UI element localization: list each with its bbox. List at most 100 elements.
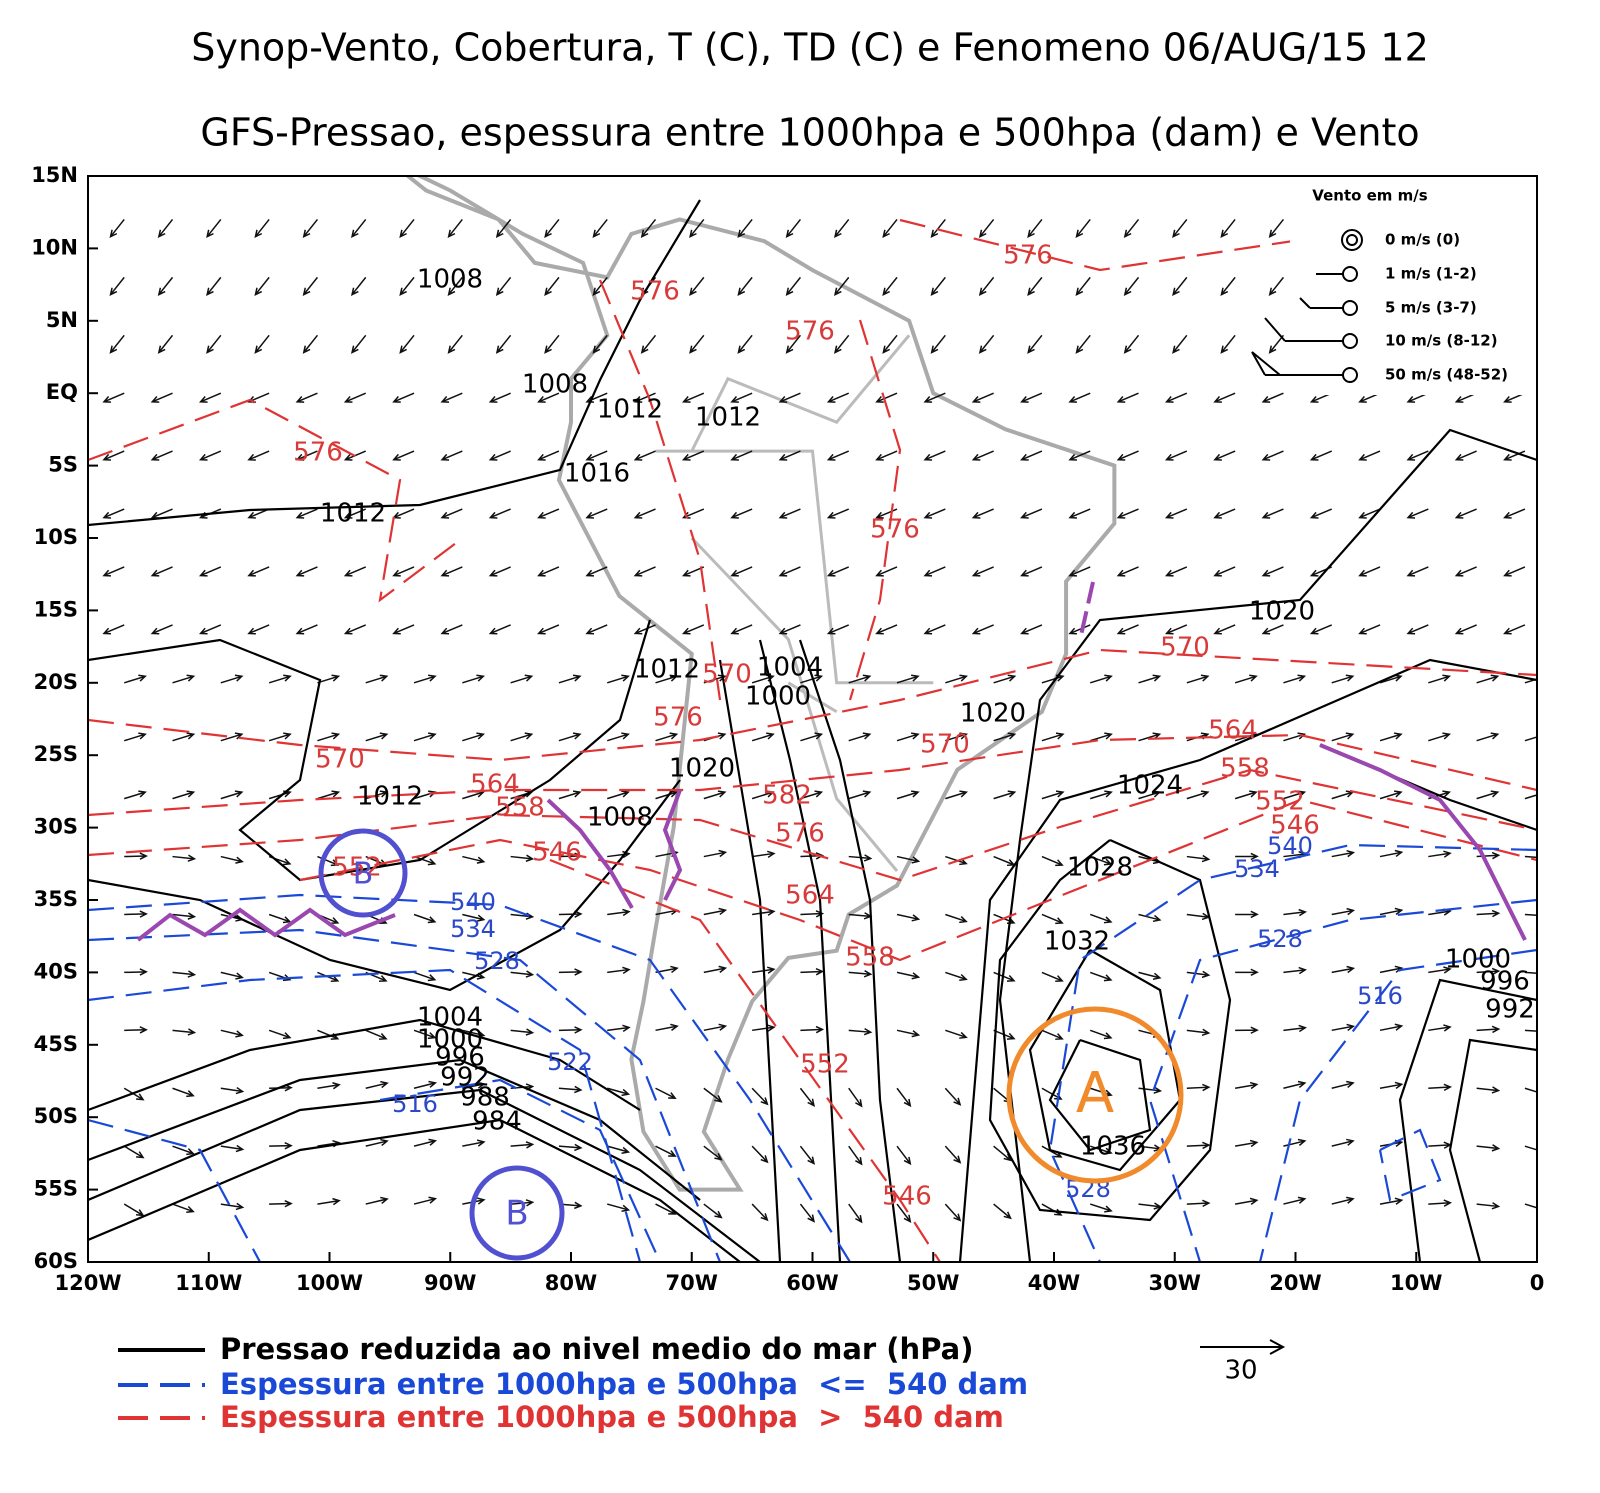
wind-arrow [1068,624,1091,635]
wind-arrow [1379,965,1404,974]
wind-arrow [1089,1203,1113,1213]
isobar-label: 992 [1485,995,1535,1025]
wind-arrow [102,566,125,577]
wind-arrow [800,910,825,918]
wind-arrow [1283,674,1307,684]
wind-arrow [655,674,679,684]
wind-arrow [1213,450,1236,461]
wind-arrow [945,913,968,924]
thickness-high-label: 558 [1220,754,1270,784]
wind-arrow [1261,392,1284,403]
isobar-label: 1008 [587,803,653,833]
wind-arrow [1186,1028,1211,1037]
thickness-high-label: 564 [785,881,835,911]
thickness-low-label: 534 [450,915,496,943]
isobar [758,639,842,1262]
wind-arrow [875,624,898,635]
wind-arrow [848,1203,863,1224]
isobar-label: 1020 [669,754,735,784]
wind-arrow [833,276,850,296]
wind-arrow [254,334,270,354]
wind-arrow [1476,1202,1501,1210]
lon-label: 110W [175,1271,242,1295]
wind-arrow [365,1196,389,1205]
wind-arrow [1020,508,1043,519]
thickness-high-label: 564 [1208,716,1258,746]
wind-arrow [1283,908,1307,917]
wind-arrow [558,1143,583,1152]
wind-arrow [1235,852,1259,861]
wind-arrow [751,1145,769,1164]
wind-arrow [945,790,968,800]
wind-arrow [1283,1024,1307,1033]
isobar [88,1088,761,1262]
wind-arrow [730,508,753,519]
wind-arrow [510,1028,535,1036]
isobar [958,658,1537,1262]
lat-label: 10N [31,235,78,259]
wind-arrow [896,971,921,980]
isobar-label: 1012 [320,499,386,529]
wind-arrow [1331,907,1356,916]
legend-entry: Espessura entre 1000hpa e 500hpa <= 540 … [220,1367,1028,1401]
wind-arrow [1138,674,1162,684]
wind-arrow [1068,566,1091,577]
wind-arrow [295,624,318,635]
wind-arrow [343,624,367,635]
wind-arrow [1164,392,1188,403]
lon-label: 40W [1028,1271,1080,1295]
wind-arrow [317,732,341,742]
wind-arrow [703,674,727,684]
map-layers [88,176,1537,1262]
isobar-label: 1028 [1067,853,1133,883]
wind-arrow [1041,971,1064,983]
wind-arrow [488,392,511,403]
wind-arrow [254,276,270,296]
wind-arrow [826,450,850,461]
wind-arrow [1268,218,1285,239]
wind-arrow [1213,566,1236,577]
wind-arrow [1283,1080,1307,1089]
lat-label: 55S [34,1177,78,1201]
lon-label: 70W [666,1271,718,1295]
isobar-label: 1012 [634,655,700,685]
wind-arrow [198,566,222,577]
isobar-label: 1012 [597,395,663,425]
wind-arrow [1116,566,1139,577]
wind-arrow [833,334,850,354]
wind-arrow [413,1138,438,1147]
thickness-low-label: 540 [1267,832,1313,860]
thickness-low-line [379,1078,662,1262]
thickness-high-label: 546 [532,838,582,868]
lat-label: 5S [48,453,78,477]
wind-arrow [1020,624,1043,635]
wind-arrow [1476,1025,1501,1034]
wind-arrow [1186,970,1211,979]
wind-arrow [343,566,367,577]
wind-arrow [1379,1197,1404,1205]
wind-arrow [681,392,705,403]
wind-arrow [1428,674,1451,684]
wind-arrow [295,508,318,519]
wind-arrow [896,790,920,800]
wind-arrow [413,971,437,982]
wind-arrow [247,566,270,577]
wind-arrow [124,790,147,800]
wind-arrow [1428,1024,1452,1032]
isobar [1028,949,1182,1172]
wind-arrow [655,732,679,742]
thickness-low-label: 516 [392,1090,438,1118]
wind-arrow [440,450,463,461]
wind-arrow [607,674,630,684]
isobar-label: 1008 [522,370,588,400]
wind-arrow [488,508,511,519]
title: Synop-Vento, Cobertura, T (C), TD (C) e … [191,26,1429,70]
wind-arrow [447,334,463,354]
wind-arrow [592,276,608,296]
wind-arrow [544,334,560,354]
wind-arrow [317,674,341,684]
wind-arrow [365,674,389,684]
wind-arrow [607,732,630,742]
wind-arrow [537,624,560,635]
wind-arrow [1138,732,1162,742]
